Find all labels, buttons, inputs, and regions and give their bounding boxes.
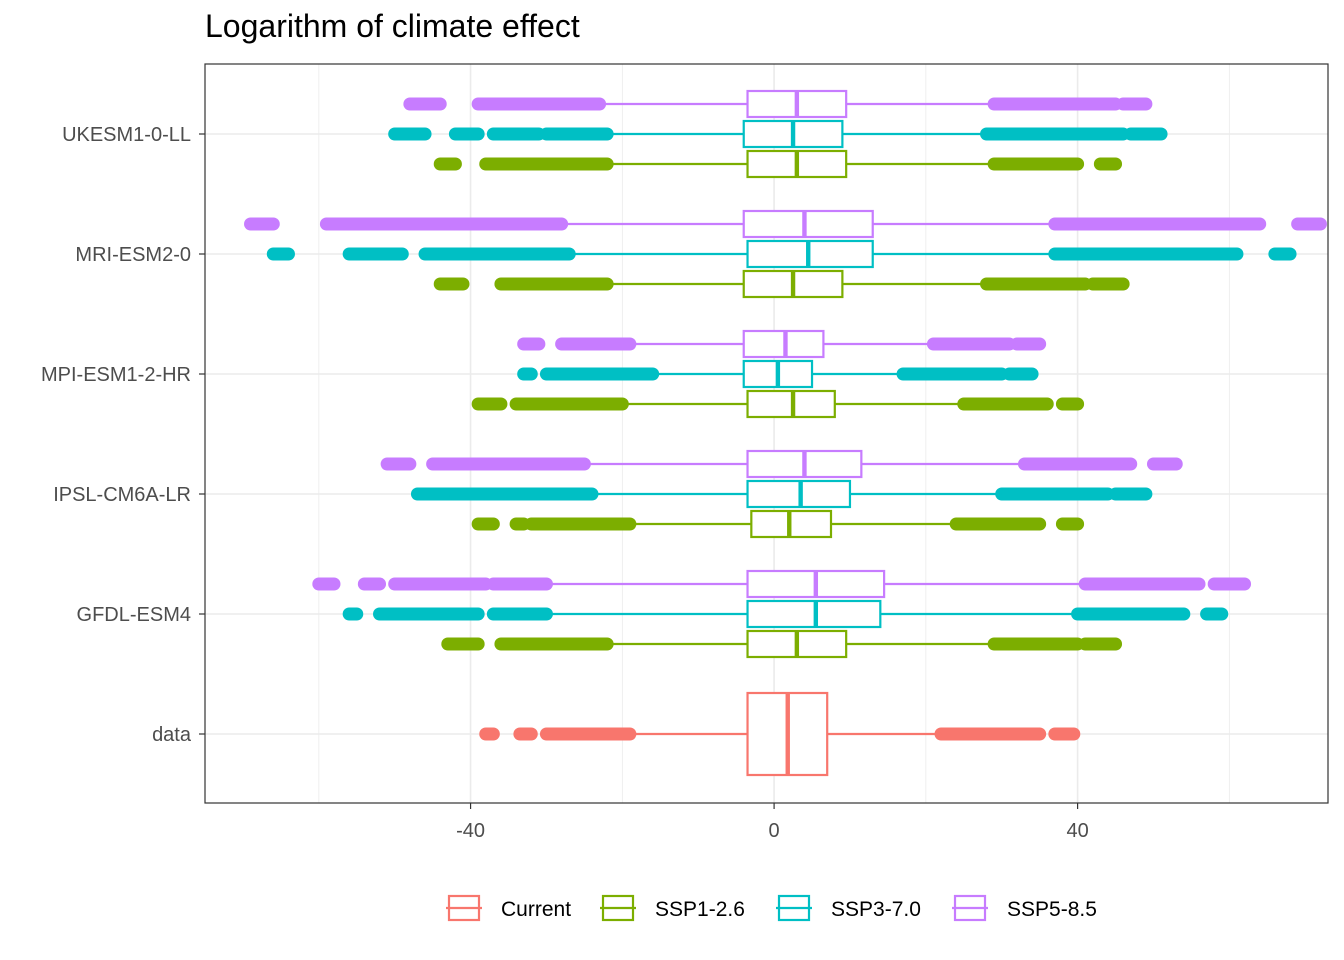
box-gfdl-esm4-ssp3-7.0: [546, 599, 1078, 629]
legend-label: SSP1-2.6: [655, 898, 745, 921]
plot-panel-background: [205, 64, 1328, 803]
legend-label: SSP3-7.0: [831, 898, 921, 921]
outliers: [244, 97, 1327, 741]
grid-lines: [205, 64, 1328, 803]
legend-item-ssp3-7.0: SSP3-7.0: [776, 894, 921, 922]
x-tick-label: 40: [1066, 820, 1088, 842]
box-ukesm1-0-ll-ssp5-8.5: [599, 89, 995, 119]
box-mpi-esm1-2-hr-ssp5-8.5: [629, 329, 934, 359]
y-tick-label: GFDL-ESM4: [77, 604, 191, 626]
box-gfdl-esm4-ssp1-2.6: [607, 629, 995, 659]
box-ipsl-cm6a-lr-ssp3-7.0: [591, 479, 1002, 509]
x-tick-label: 0: [769, 820, 780, 842]
y-tick-label: IPSL-CM6A-LR: [53, 484, 191, 506]
legend-item-current: Current: [446, 894, 571, 922]
box-mpi-esm1-2-hr-ssp1-2.6: [622, 389, 964, 419]
box-mri-esm2-0-ssp3-7.0: [569, 239, 1055, 269]
box-mri-esm2-0-ssp5-8.5: [561, 209, 1055, 239]
boxes: [546, 89, 1086, 777]
legend-item-ssp5-8.5: SSP5-8.5: [952, 894, 1097, 922]
box-data-current: [629, 691, 942, 777]
box-ukesm1-0-ll-ssp3-7.0: [607, 119, 987, 149]
box-ukesm1-0-ll-ssp1-2.6: [607, 149, 995, 179]
y-tick-label: UKESM1-0-LL: [62, 124, 191, 146]
y-tick-label: MPI-ESM1-2-HR: [41, 364, 191, 386]
x-tick-label: -40: [456, 820, 485, 842]
box-iqr: [742, 209, 874, 239]
box-ipsl-cm6a-lr-ssp5-8.5: [584, 449, 1025, 479]
box-mri-esm2-0-ssp1-2.6: [607, 269, 987, 299]
chart-title: Logarithm of climate effect: [205, 8, 580, 44]
legend: Current SSP1-2.6 SSP3-7.0 SSP5-8.5: [446, 894, 1097, 922]
plot-panel-border: [204, 63, 1329, 804]
y-tick-label: data: [152, 724, 192, 746]
legend-item-ssp1-2.6: SSP1-2.6: [600, 894, 745, 922]
box-ipsl-cm6a-lr-ssp1-2.6: [629, 509, 957, 539]
box-mpi-esm1-2-hr-ssp3-7.0: [652, 359, 904, 389]
box-gfdl-esm4-ssp5-8.5: [546, 569, 1086, 599]
legend-label: SSP5-8.5: [1007, 898, 1097, 921]
legend-label: Current: [501, 898, 571, 921]
y-tick-label: MRI-ESM2-0: [75, 244, 191, 266]
axes: data GFDL-ESM4 IPSL-CM6A-LR MPI-ESM1-2-HR MR…: [41, 124, 1089, 842]
